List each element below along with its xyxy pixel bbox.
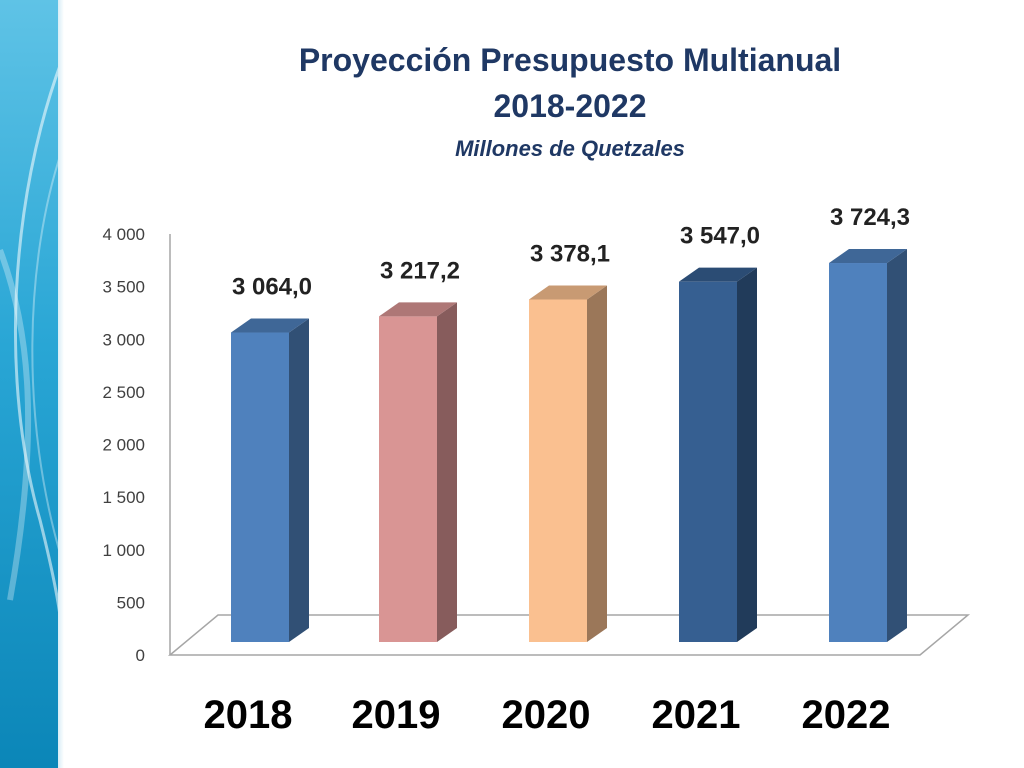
- bar-2020: [529, 299, 587, 642]
- wave-decoration: [0, 59, 62, 641]
- y-tick-label: 1 500: [102, 488, 145, 507]
- x-category-label: 2020: [502, 693, 591, 737]
- bar-side-2019: [437, 302, 457, 642]
- bar-side-2018: [289, 318, 309, 642]
- data-label: 3 064,0: [232, 274, 312, 301]
- data-label: 3 547,0: [680, 223, 760, 250]
- chart-subtitle: Millones de Quetzales: [455, 136, 685, 161]
- bar-top-2018: [231, 318, 309, 333]
- y-tick-label: 0: [136, 646, 145, 665]
- bar-top-2021: [679, 267, 757, 282]
- chart-title: Proyección Presupuesto Multianual: [298, 42, 842, 78]
- bar-2021: [679, 281, 737, 642]
- data-label: 3 724,3: [830, 204, 910, 231]
- y-tick-label: 2 500: [102, 383, 145, 402]
- x-category-label: 2018: [204, 693, 293, 737]
- bar-2018: [231, 332, 289, 642]
- bar-2019: [379, 316, 437, 642]
- bar-top-2022: [829, 249, 907, 264]
- data-label: 3 378,1: [530, 240, 610, 267]
- bar-2022: [829, 263, 887, 642]
- data-label: 3 217,2: [380, 257, 460, 284]
- y-tick-label: 2 000: [102, 436, 145, 455]
- bar-top-2020: [529, 285, 607, 300]
- bar-side-2020: [587, 285, 607, 642]
- y-tick-label: 1 000: [102, 541, 145, 560]
- bar-top-2019: [379, 302, 457, 317]
- x-category-label: 2019: [352, 693, 441, 737]
- x-category-label: 2022: [802, 693, 891, 737]
- chart-title-years: 2018-2022: [493, 88, 647, 124]
- side-decoration: [0, 0, 62, 768]
- x-category-label: 2021: [652, 693, 741, 737]
- y-tick-label: 3 500: [102, 278, 145, 297]
- bar-side-2022: [887, 249, 907, 642]
- side-edge: [58, 0, 64, 768]
- y-tick-label: 4 000: [102, 225, 145, 244]
- bar-side-2021: [737, 267, 757, 642]
- y-tick-label: 3 000: [102, 330, 145, 349]
- y-tick-label: 500: [117, 593, 145, 612]
